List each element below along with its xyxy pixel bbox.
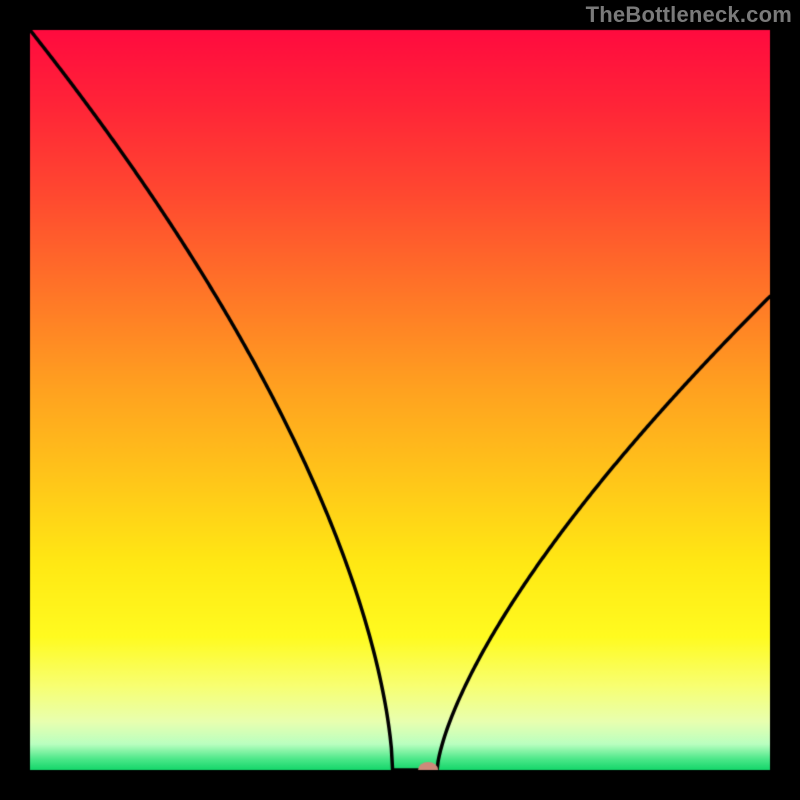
bottleneck-chart-canvas [0,0,800,800]
chart-stage: TheBottleneck.com [0,0,800,800]
watermark-text: TheBottleneck.com [586,2,792,28]
